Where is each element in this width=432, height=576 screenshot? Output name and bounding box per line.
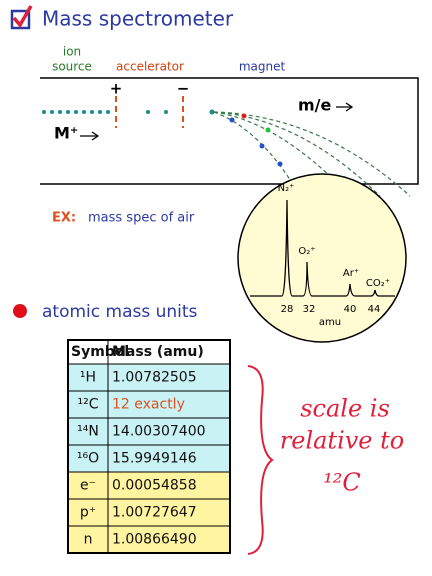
plus-sign: + bbox=[110, 80, 123, 98]
table-row bbox=[67, 525, 231, 554]
mass-cell: 1.00866490 bbox=[112, 532, 197, 548]
header-cell: Symbol bbox=[71, 344, 129, 360]
title: Mass spectrometer bbox=[42, 7, 234, 31]
tick-label: 28 bbox=[281, 304, 294, 315]
tick-label: 40 bbox=[344, 304, 357, 315]
label: magnet bbox=[239, 60, 286, 74]
ion-beam bbox=[42, 109, 215, 115]
ion bbox=[265, 127, 271, 133]
mass-cell: 15.9949146 bbox=[112, 451, 197, 467]
mass-cell: 0.00054858 bbox=[112, 478, 197, 494]
note: scale is bbox=[300, 395, 390, 423]
label: ion bbox=[63, 45, 81, 59]
bullet bbox=[13, 304, 27, 318]
arrow bbox=[80, 131, 100, 141]
apparatus-box bbox=[40, 77, 419, 185]
check-mark bbox=[12, 5, 33, 29]
table-border bbox=[67, 339, 231, 554]
mass-cell: 1.00782505 bbox=[112, 370, 197, 386]
mass-cell: 12 exactly bbox=[112, 397, 185, 413]
symbol-cell: ¹⁴N bbox=[77, 424, 99, 440]
spectrum-inset bbox=[237, 173, 407, 343]
m-over-e: m/e bbox=[298, 96, 332, 115]
ion-label: M⁺ bbox=[54, 124, 78, 143]
arrow bbox=[336, 102, 354, 112]
ion bbox=[277, 161, 283, 167]
symbol-cell: p⁺ bbox=[80, 505, 96, 521]
spectrum-trace bbox=[250, 199, 395, 297]
mass-cell: 1.00727647 bbox=[112, 505, 197, 521]
symbol-cell: ¹⁶O bbox=[77, 451, 99, 467]
bullet-text: atomic mass units bbox=[42, 302, 198, 322]
brace bbox=[247, 365, 274, 555]
label: accelerator bbox=[116, 60, 184, 74]
peak-label: N₂⁺ bbox=[278, 183, 295, 194]
example-text: mass spec of air bbox=[88, 211, 195, 226]
symbol-cell: ¹H bbox=[80, 370, 96, 386]
peak-label: O₂⁺ bbox=[298, 246, 315, 257]
note: ¹²C bbox=[323, 469, 361, 497]
peak-label: CO₂⁺ bbox=[366, 278, 390, 289]
example-label: EX: bbox=[52, 211, 76, 226]
label: source bbox=[52, 60, 92, 74]
header-row bbox=[67, 339, 231, 365]
minus-sign: − bbox=[177, 80, 190, 98]
ion bbox=[229, 117, 235, 123]
tick-label: 32 bbox=[303, 304, 316, 315]
symbol-cell: ¹²C bbox=[78, 397, 99, 413]
axis-label: amu bbox=[319, 317, 341, 328]
ion bbox=[241, 113, 247, 119]
note: relative to bbox=[280, 427, 404, 455]
tick-label: 44 bbox=[368, 304, 381, 315]
symbol-cell: n bbox=[84, 532, 93, 548]
symbol-cell: e⁻ bbox=[80, 478, 96, 494]
peak-label: Ar⁺ bbox=[343, 268, 359, 279]
table-row bbox=[67, 498, 231, 527]
header-cell: Mass (amu) bbox=[112, 344, 204, 360]
ion bbox=[259, 143, 265, 149]
mass-cell: 14.00307400 bbox=[112, 424, 206, 440]
